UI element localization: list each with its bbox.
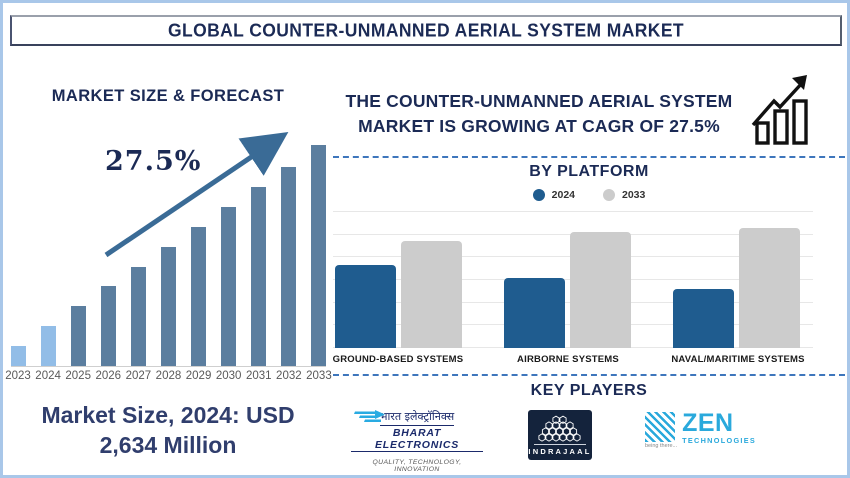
title-banner: GLOBAL COUNTER-UNMANNED AERIAL SYSTEM MA… <box>10 15 842 46</box>
platform-bar-2033 <box>739 228 800 348</box>
indrajaal-name: INDRAJAAL <box>528 447 592 456</box>
year-label-2028: 2028 <box>155 370 182 382</box>
growth-trend-arrow-icon <box>104 132 289 258</box>
forecast-bar-2032 <box>281 167 296 366</box>
forecast-bar-2033 <box>311 145 326 366</box>
legend-dot-2033-icon <box>603 189 615 201</box>
forecast-year-axis: 2023 2024 2025 2026 2027 2028 2029 2030 2031 2032… <box>3 370 334 382</box>
year-label-2032: 2032 <box>276 370 302 382</box>
bharat-electronics-logo: भारत इलेक्ट्रॉनिक्स BHARAT ELECTRONICS Q… <box>351 407 483 473</box>
forecast-heading: MARKET SIZE & FORECAST <box>51 87 285 105</box>
dashed-divider-top <box>333 156 845 158</box>
platform-group-3 <box>673 228 800 348</box>
gridline <box>333 211 813 212</box>
cagr-headline-line2: MARKET IS GROWING AT CAGR OF 27.5% <box>358 116 720 137</box>
indrajaal-logo: INDRAJAAL <box>528 410 592 460</box>
forecast-bar-2030 <box>221 207 236 366</box>
platform-group-1 <box>335 241 462 348</box>
forecast-bar-2029 <box>191 227 206 366</box>
platform-bar-2024 <box>673 289 734 348</box>
platform-label-3: NAVAL/MARITIME SYSTEMS <box>671 354 805 365</box>
bharat-electronics-arrow-icon <box>354 410 385 422</box>
cagr-headline: THE COUNTER-UNMANNED AERIAL SYSTEM MARKE… <box>325 89 753 140</box>
zen-name: ZEN <box>682 409 734 437</box>
year-label-2027: 2027 <box>125 370 152 382</box>
bharat-name: BHARAT ELECTRONICS <box>351 427 483 452</box>
zen-sub-name: TECHNOLOGIES <box>682 435 757 445</box>
legend-label-2033: 2033 <box>622 189 646 201</box>
zen-technologies-logo: being there... ZEN TECHNOLOGIES <box>645 409 757 449</box>
indrajaal-dome-icon <box>538 415 581 442</box>
indrajaal-divider <box>534 444 586 445</box>
dashed-divider-bottom <box>333 374 845 376</box>
forecast-bar-2025 <box>71 306 86 366</box>
year-label-2031: 2031 <box>245 370 272 382</box>
platform-label-2: AIRBORNE SYSTEMS <box>517 354 619 365</box>
year-label-2023: 2023 <box>5 370 31 382</box>
platform-bar-2033 <box>401 241 462 348</box>
zen-stripes-icon <box>645 412 675 442</box>
growth-chart-icon <box>751 75 808 145</box>
legend-label-2024: 2024 <box>551 189 575 201</box>
forecast-bar-2028 <box>161 247 176 366</box>
key-players-title: KEY PLAYERS <box>530 382 648 399</box>
zen-tagline: being there... <box>645 443 678 449</box>
bharat-tagline: QUALITY, TECHNOLOGY, INNOVATION <box>372 459 462 473</box>
platform-legend: 2024 2033 <box>333 189 845 201</box>
year-label-2025: 2025 <box>65 370 91 382</box>
platform-bar-2024 <box>504 278 565 348</box>
platform-group-2 <box>504 232 631 348</box>
by-platform-title: BY PLATFORM <box>529 163 649 180</box>
platform-bar-chart <box>333 211 813 348</box>
platform-bar-2033 <box>570 232 631 348</box>
forecast-bar-2027 <box>131 267 146 366</box>
legend-dot-2024-icon <box>532 189 545 201</box>
year-label-2026: 2026 <box>95 370 122 382</box>
forecast-bar-2024 <box>41 326 56 366</box>
year-label-2029: 2029 <box>185 370 212 382</box>
market-size-callout: Market Size, 2024: USD 2,634 Million <box>3 400 333 461</box>
year-label-2024: 2024 <box>35 370 61 382</box>
cagr-percent-label: 27.5% <box>105 146 202 177</box>
forecast-bar-2023 <box>11 346 26 366</box>
market-size-line2: 2,634 Million <box>99 432 237 459</box>
market-size-line1: Market Size, 2024: USD <box>41 402 295 428</box>
page-title: GLOBAL COUNTER-UNMANNED AERIAL SYSTEM MA… <box>167 19 685 41</box>
forecast-bar-2026 <box>101 286 116 366</box>
bharat-hindi-wordmark: भारत इलेक्ट्रॉनिक्स <box>379 409 455 426</box>
platform-category-labels: GROUND-BASED SYSTEMS AIRBORNE SYSTEMS NAVA… <box>333 354 813 368</box>
platform-label-1: GROUND-BASED SYSTEMS <box>332 354 464 365</box>
legend-item-2024: 2024 <box>532 189 575 201</box>
year-label-2030: 2030 <box>215 370 242 382</box>
legend-item-2033: 2033 <box>603 189 645 201</box>
platform-bar-2024 <box>335 265 396 348</box>
forecast-bar-2031 <box>251 187 266 366</box>
forecast-bar-chart <box>11 145 326 367</box>
cagr-headline-line1: THE COUNTER-UNMANNED AERIAL SYSTEM <box>345 91 733 111</box>
year-label-2033: 2033 <box>306 370 332 382</box>
